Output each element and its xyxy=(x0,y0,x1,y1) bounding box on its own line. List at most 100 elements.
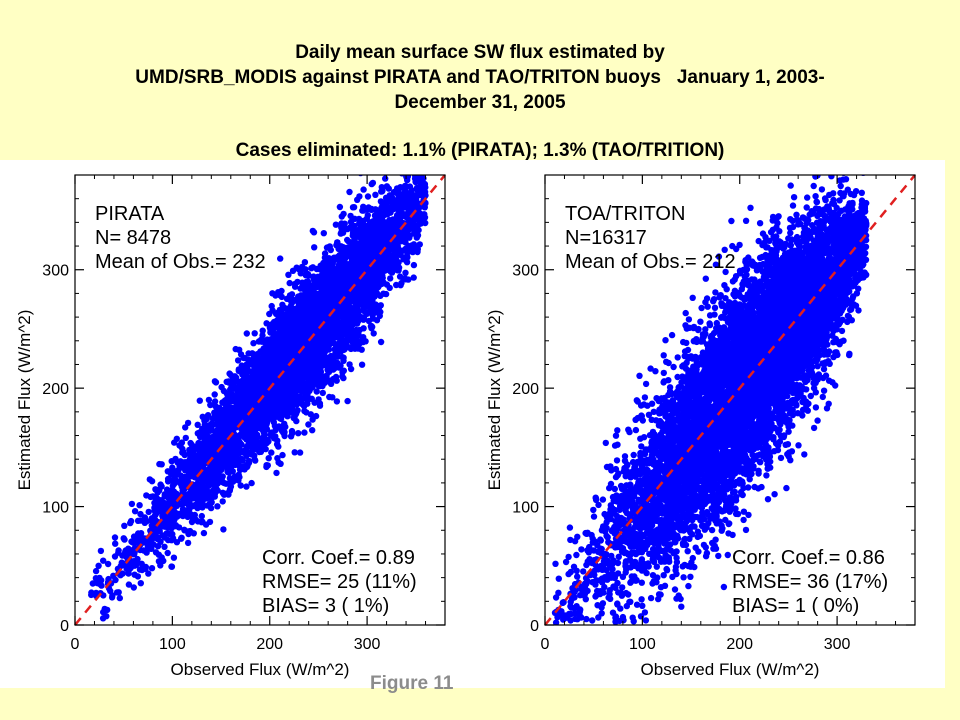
data-point xyxy=(244,405,251,412)
data-point xyxy=(418,163,424,169)
data-point xyxy=(371,212,379,219)
data-point xyxy=(396,167,402,173)
data-point xyxy=(101,605,108,613)
data-point xyxy=(286,322,293,329)
data-point xyxy=(410,261,418,269)
data-point xyxy=(125,581,133,588)
data-point xyxy=(421,180,429,188)
data-point xyxy=(357,233,365,240)
data-point xyxy=(199,413,206,420)
data-point xyxy=(237,397,245,404)
data-point xyxy=(281,429,288,436)
data-point xyxy=(405,276,412,283)
data-point xyxy=(292,410,300,418)
data-point xyxy=(406,160,412,163)
data-point xyxy=(333,377,340,384)
data-point xyxy=(326,393,333,401)
data-point xyxy=(283,316,291,323)
data-point xyxy=(249,382,256,389)
data-point xyxy=(176,479,184,487)
data-point xyxy=(394,245,401,252)
data-point xyxy=(322,325,329,333)
data-point xyxy=(349,310,356,318)
data-point xyxy=(137,530,145,537)
data-point xyxy=(226,475,234,482)
data-point xyxy=(413,234,420,241)
data-point xyxy=(365,317,373,325)
data-point xyxy=(360,186,367,193)
data-point xyxy=(335,245,343,252)
data-point xyxy=(160,523,167,530)
data-point xyxy=(328,280,335,287)
data-point xyxy=(145,545,152,552)
data-point xyxy=(249,350,256,357)
data-point xyxy=(354,332,361,339)
data-point xyxy=(235,367,242,375)
data-point xyxy=(403,175,411,182)
data-point xyxy=(159,512,166,520)
data-point xyxy=(116,594,124,602)
title-line-2: UMD/SRB_MODIS against PIRATA and TAO/TRI… xyxy=(135,67,825,88)
data-point xyxy=(367,323,375,330)
data-point xyxy=(324,378,331,385)
data-point xyxy=(373,221,380,228)
data-point xyxy=(222,417,230,424)
data-point xyxy=(320,350,327,358)
data-point xyxy=(231,373,239,380)
data-point xyxy=(121,522,128,529)
data-point xyxy=(97,547,105,555)
data-point xyxy=(382,175,389,182)
data-point xyxy=(349,204,357,211)
data-point xyxy=(196,451,203,458)
data-point xyxy=(303,285,310,293)
data-point xyxy=(332,288,339,295)
data-point xyxy=(301,259,309,266)
data-point xyxy=(395,264,403,271)
data-point xyxy=(393,199,400,206)
data-point xyxy=(339,354,346,361)
data-point xyxy=(312,412,320,420)
data-point xyxy=(361,308,368,315)
data-point xyxy=(311,358,319,365)
data-point xyxy=(275,404,282,411)
data-point xyxy=(333,398,341,405)
data-point xyxy=(308,265,315,272)
data-point xyxy=(250,340,257,347)
data-point xyxy=(168,563,176,570)
figure-panel: 0 100 200 300 0 100 200 300 Observed Flux (W/m^2… xyxy=(0,160,945,688)
data-point xyxy=(94,578,101,585)
data-point xyxy=(243,388,250,395)
data-point xyxy=(180,459,188,466)
data-point xyxy=(334,253,341,261)
data-point xyxy=(325,261,332,268)
data-point xyxy=(173,435,180,442)
data-point xyxy=(234,357,242,364)
data-point xyxy=(360,207,367,214)
data-point xyxy=(356,326,363,334)
data-point xyxy=(168,525,175,532)
data-point xyxy=(357,268,364,275)
data-point xyxy=(355,215,363,223)
data-point xyxy=(286,279,293,287)
data-point xyxy=(136,502,143,509)
data-point xyxy=(295,430,302,437)
data-point xyxy=(416,241,423,248)
data-point xyxy=(162,491,169,498)
data-point xyxy=(232,438,240,445)
data-point xyxy=(248,479,255,487)
data-point xyxy=(188,441,195,448)
data-point xyxy=(347,239,354,246)
data-point xyxy=(344,284,351,291)
data-point xyxy=(321,273,329,280)
data-point xyxy=(157,562,164,569)
data-point xyxy=(238,455,245,463)
data-point xyxy=(169,482,176,490)
data-point xyxy=(235,450,242,457)
data-point xyxy=(100,557,107,564)
data-point xyxy=(145,570,152,577)
data-point xyxy=(366,228,373,235)
data-point xyxy=(190,486,197,494)
data-point xyxy=(332,221,340,228)
data-point xyxy=(170,516,178,524)
